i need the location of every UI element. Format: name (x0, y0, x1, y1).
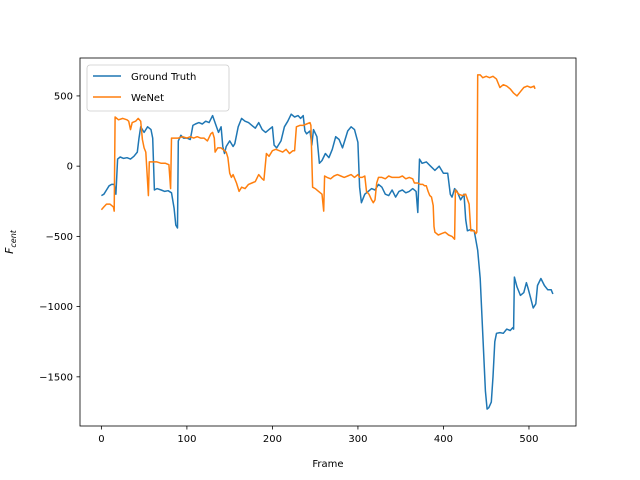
plot-lines (100, 74, 554, 410)
legend-label-ground-truth: Ground Truth (131, 72, 196, 83)
y-axis: −1500 −1000 −500 0 500 (39, 91, 80, 383)
x-axis-label: Frame (312, 459, 343, 470)
x-tick-label: 400 (434, 434, 453, 445)
y-tick-label: −500 (46, 232, 73, 243)
series-line-ground-truth (101, 113, 554, 410)
x-tick-label: 200 (263, 434, 282, 445)
x-tick-label: 0 (98, 434, 104, 445)
legend-box (86, 64, 230, 112)
x-tick-label: 500 (519, 434, 538, 445)
y-tick-label: 500 (54, 91, 73, 102)
x-axis: 0 100 200 300 400 500 (98, 426, 539, 445)
y-axis-label-main: F (3, 247, 16, 254)
legend: Ground Truth WeNet (86, 64, 230, 112)
y-tick-label: −1000 (39, 302, 73, 313)
plot-frame (79, 57, 577, 427)
y-tick-label: 0 (67, 162, 73, 173)
y-tick-label: −1500 (39, 372, 73, 383)
y-axis-label: Fcent (3, 229, 18, 254)
series-line-wenet (100, 74, 536, 240)
legend-label-wenet: WeNet (131, 93, 164, 104)
y-axis-label-sub: cent (9, 229, 18, 247)
x-tick-label: 100 (177, 434, 196, 445)
x-tick-label: 300 (348, 434, 367, 445)
